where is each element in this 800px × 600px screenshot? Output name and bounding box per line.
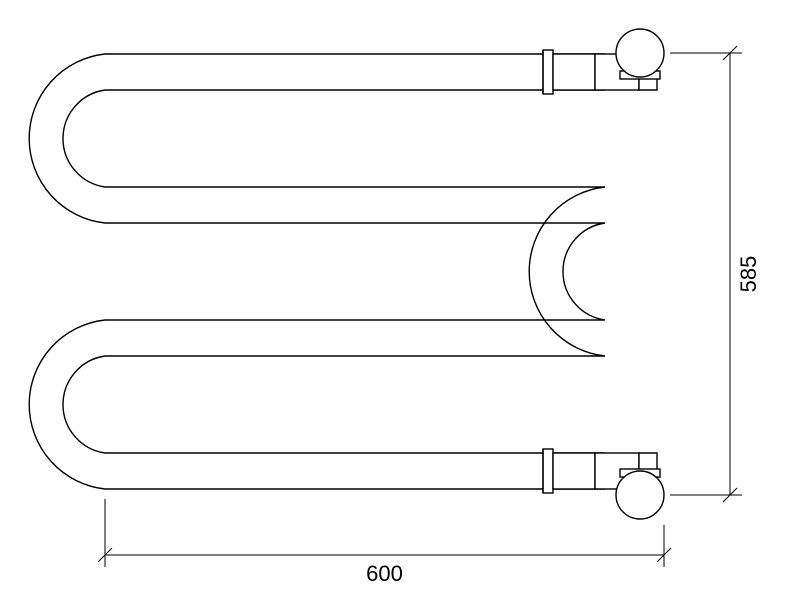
dimension-height-label: 585 [736,256,761,293]
technical-drawing: 600 585 [0,0,800,600]
serpentine-tube [29,54,605,489]
dimension-width-label: 600 [366,561,403,586]
pipe-fittings [543,29,664,519]
